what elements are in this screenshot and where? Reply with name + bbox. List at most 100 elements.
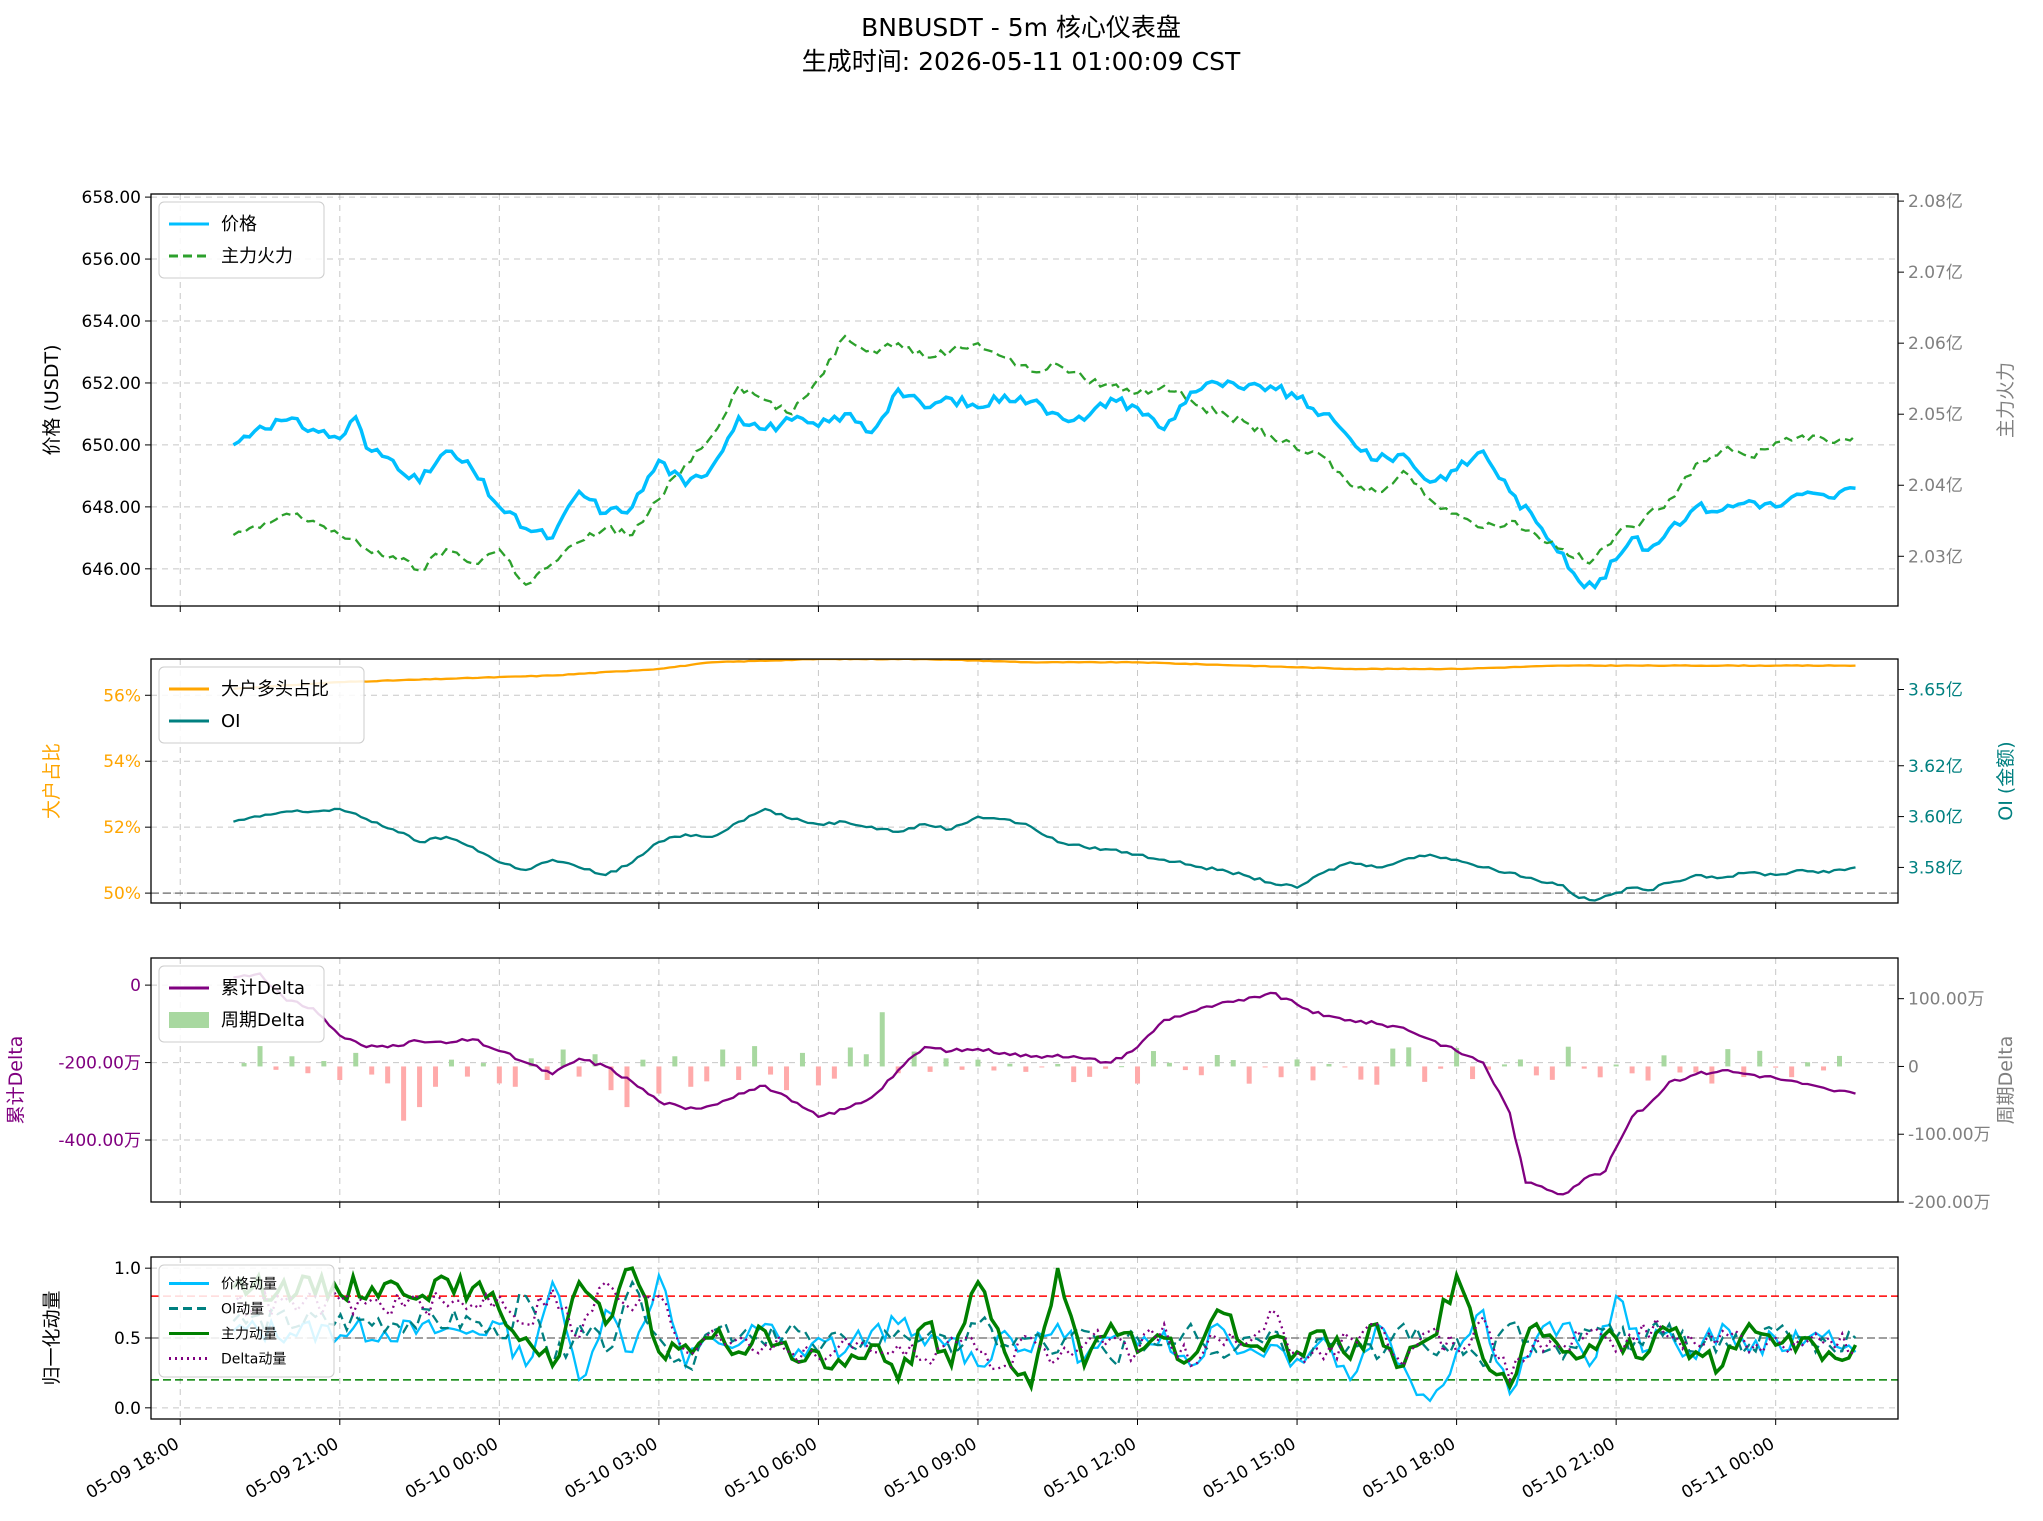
delta-bar (1422, 1066, 1428, 1082)
delta-bar (1757, 1050, 1763, 1067)
legend-label: 主力火力 (221, 246, 293, 267)
delta-bar (863, 1054, 869, 1067)
x-tick-label: 05-10 18:00 (1359, 1434, 1459, 1503)
delta-bar (1119, 1066, 1125, 1068)
delta-bar (847, 1047, 853, 1067)
delta-bar (1103, 1066, 1109, 1069)
y-right-tick-label: 3.60亿 (1908, 808, 1963, 828)
legend-label: 价格动量 (221, 1277, 277, 1293)
panel-4: 05-09 18:00 05-09 21:00 05-10 00:00 05-10 0… (41, 1256, 1899, 1503)
panel-1: 646.00 648.00 650.00 652.00 654.00 656.00 658.… (41, 188, 2017, 612)
delta-bar (1326, 1063, 1332, 1067)
delta-bar (1358, 1066, 1364, 1080)
delta-bar (1741, 1066, 1747, 1078)
delta-bar (289, 1056, 295, 1067)
delta-bar (337, 1066, 343, 1080)
delta-bar (433, 1066, 439, 1087)
delta-bar (624, 1066, 630, 1108)
delta-bar (448, 1059, 454, 1067)
delta-bar (736, 1066, 742, 1080)
delta-bar (879, 1012, 885, 1067)
delta-bar (353, 1052, 359, 1067)
y-left-tick-label: 0.5 (114, 1329, 141, 1349)
y-left-tick-label: 654.00 (82, 312, 141, 332)
delta-bar (1661, 1055, 1667, 1067)
delta-bar (385, 1066, 391, 1084)
y-left-tick-label: 650.00 (82, 436, 141, 456)
legend: 累计Delta 周期Delta (158, 965, 325, 1043)
delta-bar (1390, 1048, 1396, 1067)
delta-bar (1438, 1066, 1444, 1069)
y-right-tick-label: -200.00万 (1908, 1193, 1991, 1213)
delta-bar (704, 1066, 710, 1082)
delta-bar (257, 1046, 263, 1067)
series-line-1 (232, 1279, 1857, 1372)
legend-box (158, 1264, 335, 1378)
delta-bar (1677, 1066, 1683, 1073)
delta-bar (911, 1051, 917, 1067)
y-right-tick-label: 2.06亿 (1908, 334, 1963, 354)
delta-bar (1150, 1051, 1156, 1067)
legend-box (158, 666, 365, 744)
y-left-tick-label: 1.0 (114, 1259, 141, 1279)
delta-bar (1645, 1066, 1651, 1081)
delta-bar (1135, 1066, 1141, 1084)
delta-bar (1262, 1066, 1268, 1068)
y-right-tick-label: 3.65亿 (1908, 681, 1963, 701)
y-left-tick-label: 50% (103, 884, 141, 904)
legend-label: 主力动量 (221, 1327, 277, 1343)
delta-bar (1023, 1066, 1029, 1072)
axes-frame (150, 957, 1899, 1203)
x-tick-label: 05-09 21:00 (242, 1434, 342, 1503)
delta-bar (512, 1066, 518, 1087)
x-tick-label: 05-10 15:00 (1200, 1434, 1300, 1503)
delta-bar (1837, 1055, 1843, 1067)
plot-area (233, 659, 1856, 902)
y-right-tick-label: 2.07亿 (1908, 263, 1963, 283)
y-left-tick-label: 646.00 (82, 560, 141, 580)
delta-bar (576, 1066, 582, 1077)
delta-bar (1374, 1066, 1380, 1085)
x-tick-label: 05-10 00:00 (402, 1434, 502, 1503)
legend-label: 累计Delta (221, 978, 305, 999)
legend-label: 价格 (221, 214, 257, 235)
delta-bar (560, 1049, 566, 1067)
delta-bar (241, 1063, 247, 1067)
plot-area (232, 1266, 1858, 1403)
delta-bar (1055, 1063, 1061, 1067)
x-tick-label: 05-10 09:00 (881, 1434, 981, 1503)
axes-frame (150, 193, 1899, 607)
delta-bar (784, 1066, 790, 1091)
legend-label: OI动量 (221, 1302, 264, 1318)
y-left-tick-label: 52% (103, 818, 141, 838)
delta-bar (1789, 1066, 1795, 1078)
delta-bar (656, 1066, 662, 1094)
delta-bar (1406, 1047, 1412, 1067)
delta-bar (1454, 1047, 1460, 1067)
delta-bar (1597, 1066, 1603, 1078)
delta-bar (1693, 1066, 1699, 1073)
delta-bar (815, 1066, 821, 1086)
y-left-tick-label: 0 (130, 976, 141, 996)
x-tick-label: 05-09 18:00 (83, 1434, 183, 1503)
delta-bar (720, 1049, 726, 1067)
y-left-tick-label: -200.00万 (58, 1054, 141, 1074)
axes-frame (150, 1256, 1899, 1420)
delta-bar (799, 1052, 805, 1067)
delta-bar (975, 1059, 981, 1067)
delta-bar (1629, 1066, 1635, 1074)
delta-bar (608, 1066, 614, 1091)
delta-bar (464, 1066, 470, 1077)
delta-bar (544, 1066, 550, 1080)
figure-title-line2: 生成时间: 2026-05-11 01:00:09 CST (802, 47, 1241, 76)
x-tick-label: 05-11 00:00 (1678, 1434, 1778, 1503)
delta-bar (1039, 1066, 1045, 1068)
y-right-axis-label: OI (金额) (1995, 741, 2017, 820)
y-right-tick-label: 100.00万 (1908, 990, 1984, 1010)
y-left-tick-label: 656.00 (82, 250, 141, 270)
delta-bar (1533, 1066, 1539, 1076)
y-right-tick-label: 2.05亿 (1908, 405, 1963, 425)
